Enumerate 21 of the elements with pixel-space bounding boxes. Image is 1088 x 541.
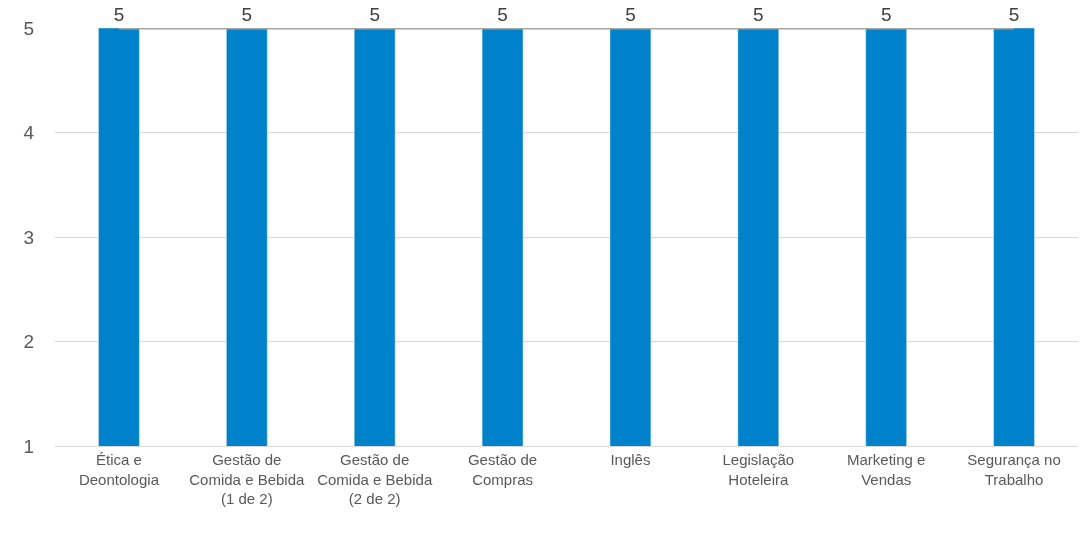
data-label: 5: [880, 4, 892, 25]
x-tick-label: Ética e Deontologia: [78, 451, 160, 488]
data-label: 5: [1008, 4, 1020, 25]
x-tick-label: Inglês: [610, 451, 651, 468]
x-tick-label: Legislação Hoteleira: [722, 451, 795, 488]
y-tick-label: 5: [23, 17, 34, 39]
x-tick-label: Gestão de Comida e Bebida (1 de 2): [189, 451, 305, 507]
data-label: 5: [753, 4, 764, 25]
y-tick-label: 2: [23, 331, 34, 353]
y-tick-label: 4: [23, 122, 35, 144]
x-tick-label: Marketing e Vendas: [847, 451, 926, 488]
data-label: 5: [113, 4, 125, 25]
x-tick-label: Segurança no Trabalho: [967, 451, 1061, 488]
x-tick-label: Gestão de Comida e Bebida (2 de 2): [317, 451, 433, 507]
y-tick-label: 1: [23, 435, 34, 457]
data-label: 5: [241, 4, 253, 25]
y-tick-label: 3: [23, 226, 34, 248]
data-label: 5: [625, 4, 636, 25]
x-tick-label: Gestão de Compras: [467, 451, 538, 488]
data-label: 5: [369, 4, 380, 25]
data-label: 5: [497, 4, 508, 25]
